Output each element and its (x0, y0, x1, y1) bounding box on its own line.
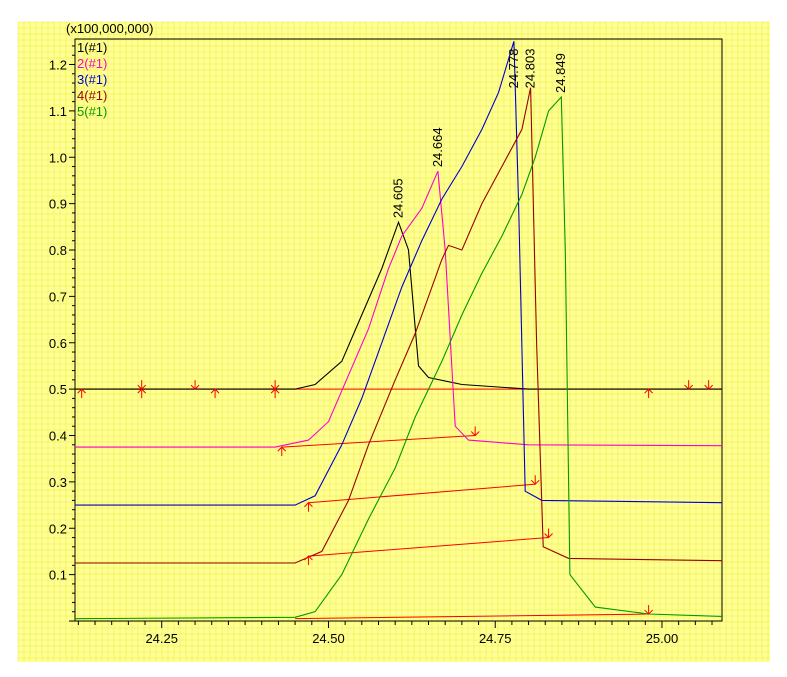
y-tick-label: 0.7 (49, 289, 67, 304)
legend-entry-2: 2(#1) (77, 56, 107, 71)
integration-marker (137, 380, 147, 399)
marker-arrowhead (77, 388, 87, 394)
legend-entry-4: 4(#1) (77, 88, 107, 103)
y-tick-label: 0.6 (49, 336, 67, 351)
y-tick-label: 0.4 (49, 429, 67, 444)
y-tick-label: 0.1 (49, 568, 67, 583)
integration-marker (544, 528, 553, 539)
marker-arrowhead (277, 446, 287, 452)
integration-marker (530, 475, 540, 485)
chart-area-background (18, 22, 770, 662)
marker-arrowhead (704, 384, 714, 390)
y-tick-label: 0.5 (49, 382, 67, 397)
integration-marker (304, 555, 313, 566)
peak-label: 24.664 (430, 127, 445, 167)
y-tick-label: 1.0 (49, 150, 67, 165)
plot-frame (74, 38, 723, 622)
marker-arrowhead (190, 384, 200, 390)
series-1-line (75, 220, 722, 390)
x-tick-label: 24.75 (479, 631, 512, 646)
y-tick-label: 1.2 (49, 58, 67, 73)
marker-arrowhead (304, 555, 313, 561)
integration-marker (270, 380, 280, 399)
integration-marker (470, 426, 480, 437)
legend-entry-1: 1(#1) (77, 40, 107, 55)
y-tick-label: 1.1 (49, 104, 67, 119)
x-tick-label: 24.50 (312, 631, 345, 646)
x-tick-label: 25.00 (646, 631, 679, 646)
peak-label: 24.849 (553, 53, 568, 93)
legend-entry-5: 5(#1) (77, 104, 107, 119)
marker-arrowhead (270, 384, 280, 390)
peak-label: 24.605 (391, 178, 406, 218)
integration-marker (644, 605, 653, 615)
peak-label: 24.803 (523, 49, 538, 89)
integration-marker (704, 380, 714, 390)
series-4-line (75, 87, 723, 564)
marker-arrowhead (210, 388, 220, 394)
series-3-line (75, 41, 723, 506)
y-tick-label: 0.3 (49, 475, 67, 490)
baseline (295, 613, 649, 620)
integration-marker (277, 446, 287, 457)
marker-arrowhead (644, 388, 653, 394)
integration-marker (190, 380, 200, 390)
y-axis-multiplier-label: (x100,000,000) (66, 21, 153, 36)
x-tick-label: 24.25 (145, 631, 178, 646)
y-tick-label: 0.9 (49, 197, 67, 212)
marker-arrowhead (544, 533, 553, 539)
integration-marker (684, 380, 694, 390)
integration-marker (304, 502, 313, 512)
y-tick-label: 0.8 (49, 243, 67, 258)
legend-entry-3: 3(#1) (77, 72, 107, 87)
marker-arrowhead (304, 502, 313, 508)
integration-marker (644, 388, 653, 399)
baseline (308, 483, 536, 504)
baseline (281, 435, 476, 448)
y-tick-label: 0.2 (49, 521, 67, 536)
integration-marker (77, 388, 87, 399)
baseline (308, 537, 549, 557)
marker-arrowhead (530, 479, 540, 485)
integration-marker (210, 388, 220, 399)
series-2-line (75, 170, 723, 448)
marker-arrowhead (684, 384, 694, 390)
series-5-line (74, 95, 723, 620)
marker-arrowhead (644, 609, 653, 615)
marker-arrowhead (137, 384, 147, 390)
marker-arrowhead (470, 431, 480, 437)
peak-label: 24.778 (506, 49, 521, 89)
